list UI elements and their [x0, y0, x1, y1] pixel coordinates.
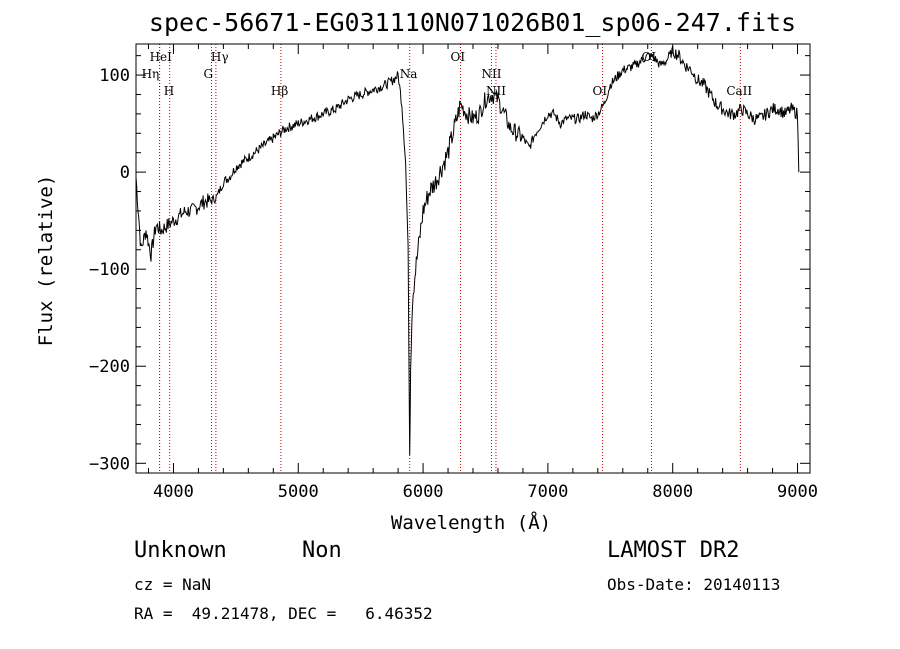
y-tick-label-1: −200 [89, 357, 130, 377]
x-tick-label-3: 7000 [527, 482, 568, 502]
y-axis-label: Flux (relative) [35, 175, 57, 347]
marker-label-8: NII [481, 67, 501, 81]
emission-line-markers [159, 44, 741, 473]
marker-label-1: Hη [142, 67, 160, 81]
marker-label-5: Hβ [271, 84, 288, 98]
marker-label-3: Hγ [211, 50, 229, 64]
marker-label-2: H [164, 84, 174, 98]
y-axis-ticks: −300 −200 −100 0 100 [89, 55, 810, 474]
marker-label-10: OI [593, 84, 608, 98]
x-tick-label-1: 5000 [278, 482, 319, 502]
marker-label-12: CaII [726, 84, 752, 98]
y-tick-label-2: −100 [89, 260, 130, 280]
class-label: Unknown [134, 538, 227, 563]
marker-label-4: G [204, 67, 214, 81]
y-tick-label-3: 0 [120, 163, 130, 183]
x-axis-label: Wavelength (Å) [391, 511, 551, 534]
survey-label: LAMOST DR2 [607, 538, 740, 563]
coordinates: RA = 49.21478, DEC = 6.46352 [134, 604, 433, 623]
y-tick-label-4: 100 [99, 66, 130, 86]
obs-date: Obs-Date: 20140113 [607, 575, 781, 594]
subclass-label: Non [302, 538, 342, 563]
plot-frame [135, 43, 811, 474]
marker-label-7: OI [451, 50, 466, 64]
y-tick-label-0: −300 [89, 454, 130, 474]
x-tick-label-5: 9000 [777, 482, 818, 502]
cz-value: cz = NaN [134, 575, 212, 594]
spectrum-line [135, 46, 800, 456]
chart-title: spec-56671-EG031110N071026B01_sp06-247.f… [148, 8, 797, 37]
marker-label-6: Na [400, 67, 418, 81]
x-tick-label-0: 4000 [153, 482, 194, 502]
x-tick-label-4: 8000 [652, 482, 693, 502]
x-axis-ticks: 4000 5000 6000 7000 8000 9000 [147, 44, 818, 502]
x-tick-label-2: 6000 [403, 482, 444, 502]
marker-label-0: HeI [150, 50, 173, 64]
